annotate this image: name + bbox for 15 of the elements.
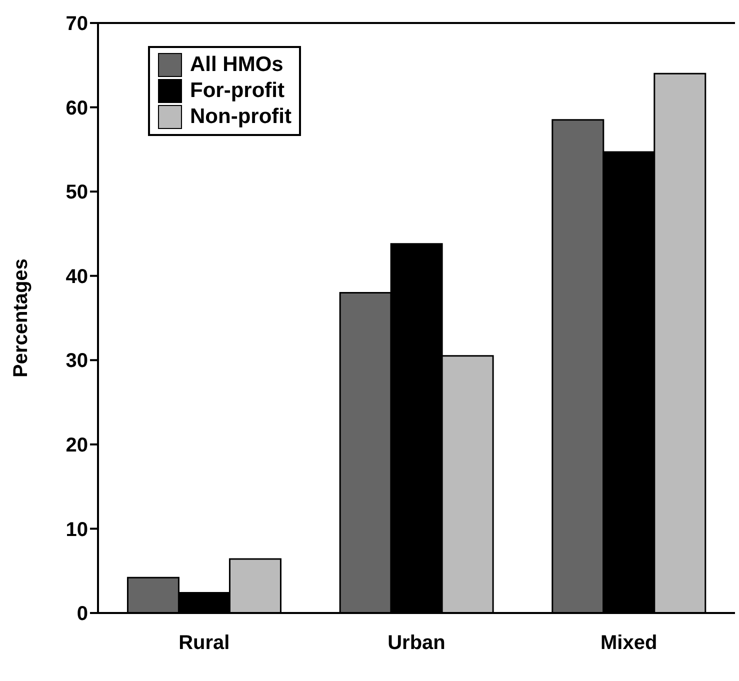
y-tick-label: 20 [66,434,88,457]
y-tick-label: 40 [66,266,88,288]
x-tick-label: Rural [178,632,230,654]
y-tick-label: 0 [76,603,88,626]
legend-label: All HMOs [190,53,284,77]
y-tick-label: 60 [66,97,88,120]
y-tick-label: 10 [66,518,88,541]
x-tick-label: Mixed [600,632,658,654]
y-axis-title: Percentages [10,258,32,378]
legend-label: Non-profit [190,105,292,129]
legend-label: For-profit [190,79,284,103]
y-tick-label: 50 [66,182,88,204]
x-tick-label: Urban [388,632,446,654]
y-tick-label: 70 [66,13,88,36]
y-tick-label: 30 [66,350,88,372]
